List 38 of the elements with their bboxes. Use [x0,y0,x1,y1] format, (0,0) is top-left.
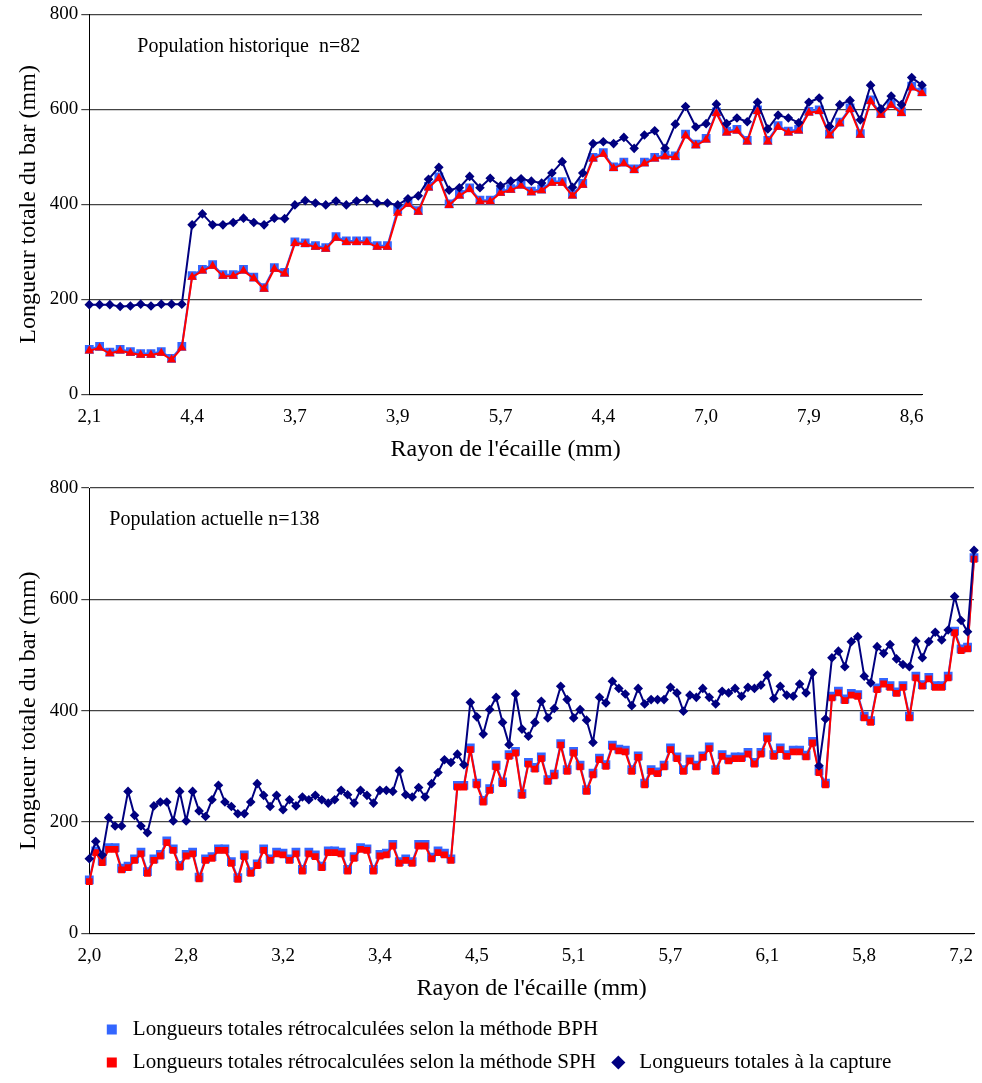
x-axis-title: Rayon de l'écaille (mm) [416,973,647,1000]
x-tick-label: 3,2 [271,943,295,965]
x-tick-label: 3,9 [385,404,410,426]
x-tick-label: 2,0 [77,943,102,965]
x-tick-label: 4,4 [180,404,205,426]
y-tick-label: 0 [68,921,79,943]
x-tick-label: 5,8 [852,943,877,965]
y-tick-label: 200 [49,287,79,309]
y-tick-label: 800 [49,475,79,497]
x-tick-label: 5,7 [488,404,513,426]
x-tick-label: 2,8 [174,943,199,965]
y-tick-label: 400 [49,698,79,720]
x-tick-label: 6,1 [755,943,780,965]
y-tick-label: 400 [49,192,79,214]
x-tick-label: 7,2 [949,943,973,965]
y-tick-label: 800 [49,2,79,24]
y-tick-label: 600 [49,97,79,119]
x-tick-label: 4,4 [591,404,616,426]
y-axis-title: Longueur totale du bar (mm) [13,65,40,344]
legend-label: Longueurs totales à la capture [639,1049,892,1074]
x-tick-label: 4,5 [464,943,489,965]
y-tick-label: 0 [68,382,79,404]
x-tick-label: 3,4 [368,943,393,965]
x-tick-label: 2,1 [77,404,102,426]
x-tick-label: 3,7 [283,404,307,426]
x-tick-label: 7,0 [694,404,718,426]
x-tick-label: 8,6 [899,404,924,426]
legend-label: Longueurs totales rétrocalculées selon la méthode SPH [132,1049,596,1074]
y-tick-label: 600 [49,587,79,609]
x-tick-label: 5,1 [561,943,586,965]
x-tick-label: 7,9 [797,404,821,426]
y-axis-title: Longueur totale du bar (mm) [13,571,40,850]
legend-label: Longueurs totales rétrocalculées selon la méthode BPH [132,1016,599,1041]
annotation: Population actuelle n=138 [109,507,320,531]
x-axis-title: Rayon de l'écaille (mm) [390,434,621,461]
x-tick-label: 5,7 [658,943,683,965]
y-tick-label: 200 [49,810,79,832]
annotation: Population historique n=82 [137,33,361,57]
